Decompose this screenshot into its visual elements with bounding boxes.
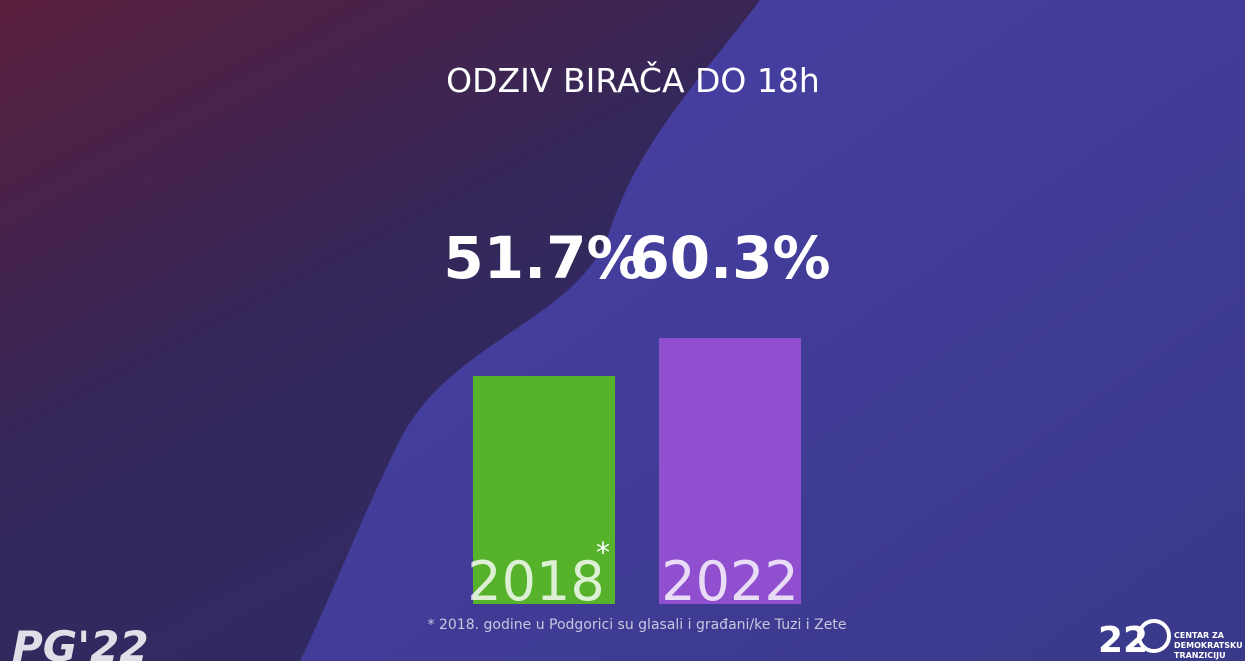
bar [659, 338, 801, 604]
left-logo: PG'22 [12, 622, 149, 661]
footnote: * 2018. godine u Podgorici su glasali i … [428, 617, 847, 633]
category-marker: * [596, 536, 610, 569]
value-label: 51.7% [443, 224, 644, 292]
bar [473, 376, 615, 604]
chart-title: ODZIV BIRAČA DO 18h [446, 60, 820, 100]
category-label: 2018 [467, 550, 604, 613]
right-logo-line: CENTAR ZA [1174, 631, 1225, 640]
value-label: 60.3% [629, 224, 830, 292]
right-logo-line: DEMOKRATSKU [1174, 641, 1243, 650]
category-label: 2022 [661, 550, 798, 613]
right-logo-line: TRANZICIJU [1174, 651, 1226, 660]
right-logo-icon [1137, 619, 1171, 653]
